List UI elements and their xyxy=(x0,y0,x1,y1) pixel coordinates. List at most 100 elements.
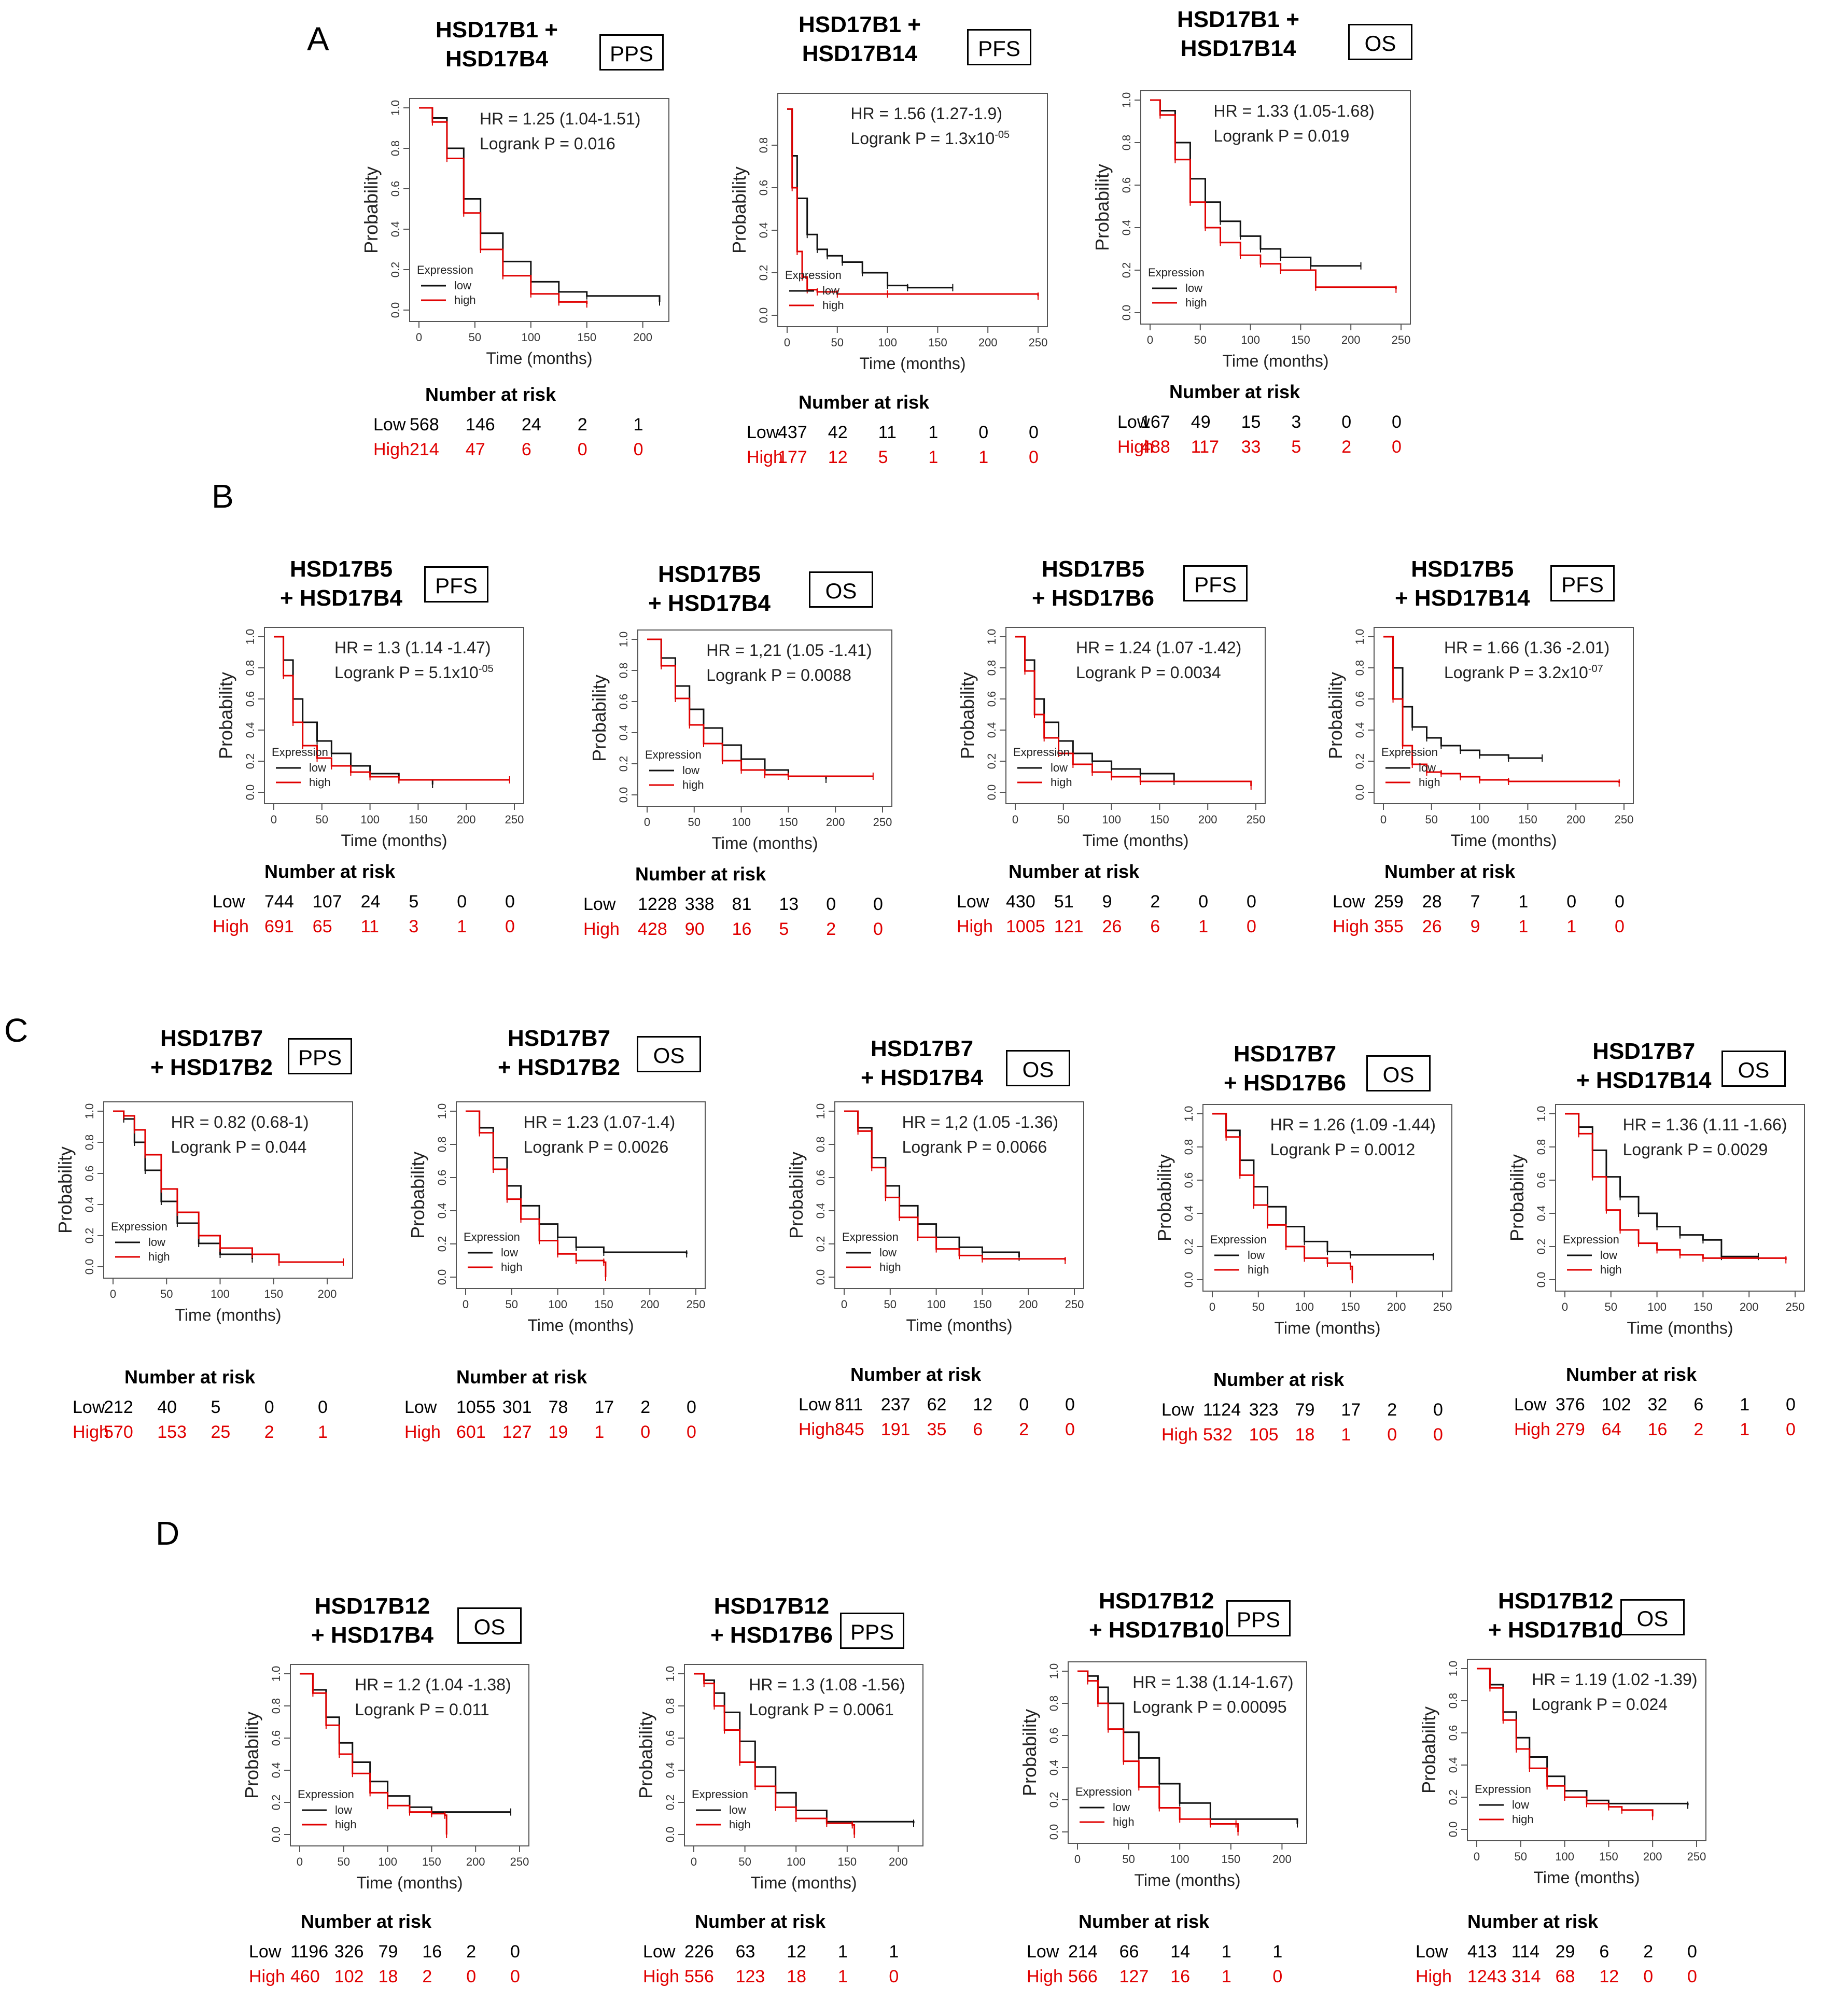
km-panel-10-risk-high-row: High 845 191 35 6 2 0 xyxy=(799,1420,1130,1443)
x-tick-label: 100 xyxy=(360,813,380,826)
km-curve-low xyxy=(1015,636,1175,781)
risk-count: 212 xyxy=(104,1397,133,1417)
hr-annotation: HR = 1,2 (1.05 -1.36) xyxy=(902,1113,1058,1131)
risk-count: 2 xyxy=(422,1967,432,1986)
km-panel-2-risk-low-row: Low 437 42 11 1 0 0 xyxy=(747,423,1099,445)
risk-count: 9 xyxy=(1102,892,1112,912)
risk-low-label: Low xyxy=(583,894,616,914)
legend-label-high: high xyxy=(1600,1263,1622,1276)
km-panel-6-endpoint-badge: PFS xyxy=(1183,565,1248,601)
y-tick-label: 0.2 xyxy=(1447,1789,1460,1805)
logrank-text: Logrank P = 0.00095 xyxy=(1132,1698,1286,1716)
risk-count: 2 xyxy=(1341,437,1352,457)
x-axis-label: Time (months) xyxy=(1274,1319,1380,1337)
x-tick-label: 0 xyxy=(644,816,650,829)
risk-count: 105 xyxy=(1249,1425,1279,1445)
y-tick-label: 0.4 xyxy=(1047,1760,1060,1776)
x-tick-label: 150 xyxy=(594,1298,613,1311)
km-panel-7-risk-high-row: High 355 26 9 1 1 0 xyxy=(1333,917,1675,940)
risk-count: 811 xyxy=(835,1395,863,1415)
x-tick-label: 0 xyxy=(1380,813,1387,826)
legend-label-high: high xyxy=(729,1818,751,1831)
hr-annotation: HR = 1.56 (1.27-1.9) xyxy=(850,104,1002,123)
legend-label-high: high xyxy=(1185,296,1207,309)
x-tick-label: 200 xyxy=(318,1287,337,1300)
x-tick-label: 100 xyxy=(378,1855,397,1868)
y-tick-label: 0.2 xyxy=(985,753,998,769)
risk-high-label: High xyxy=(73,1422,109,1442)
risk-count: 0 xyxy=(1566,892,1577,912)
risk-count: 25 xyxy=(211,1422,231,1442)
risk-count: 5 xyxy=(779,919,789,939)
risk-count: 0 xyxy=(1387,1425,1397,1445)
x-axis-label: Time (months) xyxy=(1134,1871,1240,1889)
hr-annotation: HR = 1,21 (1.05 -1.41) xyxy=(706,641,872,660)
y-axis-label: Probability xyxy=(1506,1154,1528,1241)
risk-low-label: Low xyxy=(1027,1942,1059,1962)
legend-label-high: high xyxy=(1512,1813,1534,1826)
risk-low-label: Low xyxy=(1161,1400,1194,1420)
legend-label-low: low xyxy=(335,1803,352,1816)
risk-count: 0 xyxy=(640,1422,651,1442)
risk-count: 0 xyxy=(510,1967,520,1986)
row-letter-c: C xyxy=(4,1012,29,1049)
risk-count: 146 xyxy=(465,415,495,435)
risk-count: 566 xyxy=(1068,1967,1098,1986)
risk-count: 6 xyxy=(521,440,531,459)
x-tick-label: 250 xyxy=(1433,1300,1452,1313)
risk-count: 437 xyxy=(778,423,807,442)
risk-count: 0 xyxy=(1615,917,1625,936)
risk-high-label: High xyxy=(1161,1425,1198,1445)
legend-label-high: high xyxy=(501,1261,523,1273)
y-tick-label: 0.0 xyxy=(814,1269,827,1285)
km-panel-9-endpoint-badge: OS xyxy=(637,1036,701,1072)
y-tick-label: 0.6 xyxy=(83,1166,96,1182)
risk-count: 1 xyxy=(889,1942,899,1962)
risk-count: 1 xyxy=(594,1422,605,1442)
x-tick-label: 100 xyxy=(1241,333,1260,346)
panel-title-line: + HSD17B6 xyxy=(1032,585,1155,611)
y-tick-label: 1.0 xyxy=(389,100,402,116)
panel-title-line: HSD17B12 xyxy=(713,1593,830,1619)
km-panel-3-risk-high-row: High 488 117 33 5 2 0 xyxy=(1117,437,1470,460)
risk-count: 24 xyxy=(521,415,541,435)
legend-title: Expression xyxy=(1075,1785,1132,1798)
x-tick-label: 150 xyxy=(1341,1300,1360,1313)
x-tick-label: 0 xyxy=(1012,813,1018,826)
x-axis-label: Time (months) xyxy=(1533,1868,1640,1887)
x-tick-label: 100 xyxy=(878,336,897,349)
panel-title-line: HSD17B14 xyxy=(802,41,918,66)
risk-count: 63 xyxy=(735,1942,755,1962)
x-tick-label: 100 xyxy=(1470,813,1489,826)
panel-title-line: HSD17B7 xyxy=(1233,1041,1337,1067)
y-tick-label: 0.4 xyxy=(985,722,998,738)
x-tick-label: 250 xyxy=(1615,813,1634,826)
y-tick-label: 0.2 xyxy=(1353,753,1366,769)
risk-count: 18 xyxy=(787,1967,807,1986)
km-panel-11-risk-high-row: High 532 105 18 1 0 0 xyxy=(1161,1425,1493,1448)
legend-label-high: high xyxy=(682,778,704,791)
risk-low-label: Low xyxy=(1416,1942,1448,1962)
logrank-annotation: Logrank P = 0.0026 xyxy=(524,1138,669,1156)
hr-annotation: HR = 0.82 (0.68-1) xyxy=(171,1113,309,1131)
risk-count: 2 xyxy=(1150,892,1160,912)
risk-count: 0 xyxy=(1392,412,1402,432)
x-tick-label: 50 xyxy=(831,336,844,349)
x-axis-label: Time (months) xyxy=(486,349,592,368)
km-panel-6-plot: 0.0 0.2 0.4 0.6 0.8 1.0 0 50 100 150 200 250 Time (m… xyxy=(957,627,1266,850)
legend-label-low: low xyxy=(309,761,326,774)
km-panel-8-plot: 0.0 0.2 0.4 0.6 0.8 1.0 0 50 100 150 200 Time (mont… xyxy=(54,1101,353,1324)
panel-title-line: HSD17B1 + xyxy=(799,12,921,37)
x-tick-label: 100 xyxy=(1647,1300,1667,1313)
x-tick-label: 50 xyxy=(1605,1300,1617,1313)
y-tick-label: 0.0 xyxy=(617,787,630,803)
legend-label-high: high xyxy=(1419,776,1440,789)
risk-count: 0 xyxy=(687,1397,696,1417)
km-panel-13-plot: 0.0 0.2 0.4 0.6 0.8 1.0 0 50 100 150 200 250 Time (m… xyxy=(241,1664,529,1892)
risk-count: 532 xyxy=(1203,1425,1233,1445)
panel-title-line: + HSD17B14 xyxy=(1576,1068,1712,1093)
km-panel-14-risk-high-row: High 556 123 18 1 0 xyxy=(643,1967,964,1990)
risk-count: 107 xyxy=(312,892,342,912)
risk-low-label: Low xyxy=(747,423,779,442)
km-panel-5-risk-heading: Number at risk xyxy=(635,863,766,885)
